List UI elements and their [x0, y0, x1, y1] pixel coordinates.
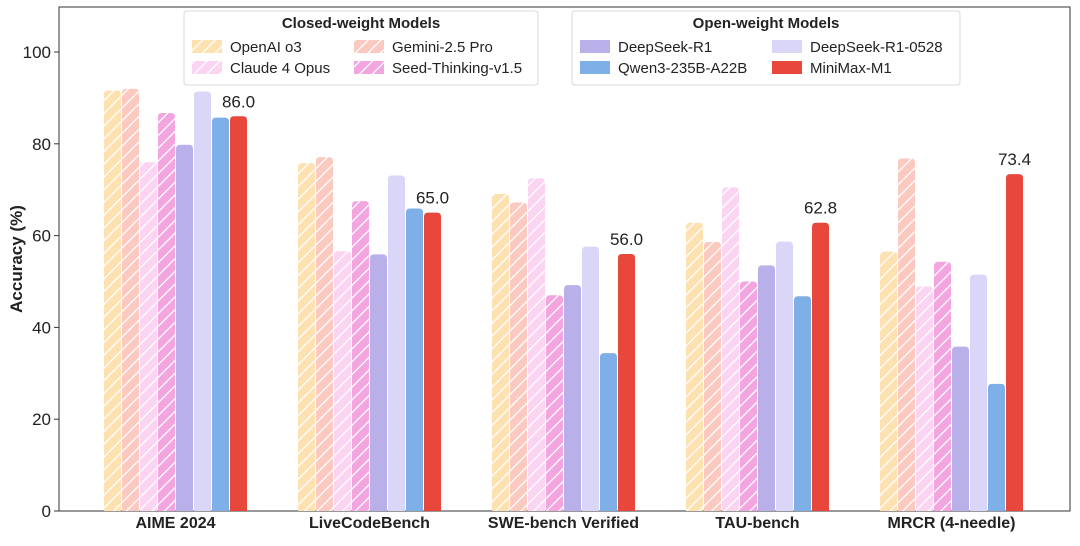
- legend-title: Open-weight Models: [693, 15, 840, 32]
- y-tick-label: 40: [32, 318, 51, 337]
- bar-openai-o3-mrcr-4-needle: [880, 251, 897, 512]
- bar-seed-thinking-v1-5-tau-bench: [740, 281, 757, 511]
- bar-deepseek-r1-0528-aime-2024: [194, 91, 211, 511]
- legend-swatch-seed-thinking-v1-5: [354, 61, 384, 74]
- legend-title: Closed-weight Models: [282, 15, 440, 32]
- x-tick-label: LiveCodeBench: [309, 515, 430, 532]
- x-tick-label: AIME 2024: [135, 515, 215, 532]
- bar-minimax-m1-aime-2024: [230, 116, 247, 511]
- bar-gemini-2-5-pro-tau-bench: [704, 242, 721, 511]
- y-tick-label: 0: [42, 502, 51, 521]
- bar-claude-4-opus-aime-2024: [140, 162, 157, 511]
- legend-label-gemini-2-5-pro: Gemini-2.5 Pro: [392, 39, 493, 56]
- y-axis-label: Accuracy (%): [7, 205, 26, 313]
- bar-seed-thinking-v1-5-aime-2024: [158, 113, 175, 511]
- y-axis: 0 20 40 60 80 100: [23, 43, 59, 521]
- legend-label-claude-4-opus: Claude 4 Opus: [230, 60, 330, 77]
- legend-swatch-claude-4-opus: [192, 61, 222, 74]
- bar-seed-thinking-v1-5-livecodebench: [352, 201, 369, 512]
- bar-deepseek-r1-aime-2024: [176, 144, 193, 511]
- bar-deepseek-r1-tau-bench: [758, 265, 775, 511]
- bars-layer: [104, 88, 1023, 512]
- legend-box: [571, 10, 961, 86]
- y-tick-label: 80: [32, 135, 51, 154]
- bar-qwen3-235b-a22b-tau-bench: [794, 296, 811, 511]
- bar-minimax-m1-livecodebench: [424, 212, 441, 511]
- data-label: 62.8: [804, 199, 837, 218]
- bar-qwen3-235b-a22b-swe-bench-verified: [600, 353, 617, 511]
- legend: Closed-weight Models OpenAI o3 Gemini-2.5 …: [183, 10, 961, 86]
- bar-minimax-m1-mrcr-4-needle: [1006, 174, 1023, 511]
- legend-group-closed-weight: Closed-weight Models OpenAI o3 Gemini-2.5 …: [183, 10, 539, 86]
- bar-qwen3-235b-a22b-mrcr-4-needle: [988, 383, 1005, 511]
- legend-label-openai-o3: OpenAI o3: [230, 39, 302, 56]
- bar-seed-thinking-v1-5-swe-bench-verified: [546, 295, 563, 511]
- data-label: 65.0: [416, 189, 449, 208]
- bar-openai-o3-tau-bench: [686, 222, 703, 512]
- legend-swatch-gemini-2-5-pro: [354, 40, 384, 53]
- bar-qwen3-235b-a22b-livecodebench: [406, 208, 423, 512]
- bar-gemini-2-5-pro-swe-bench-verified: [510, 202, 527, 511]
- bar-minimax-m1-swe-bench-verified: [618, 253, 635, 511]
- bar-claude-4-opus-livecodebench: [334, 251, 351, 511]
- bar-openai-o3-livecodebench: [298, 163, 315, 511]
- legend-label-deepseek-r1: DeepSeek-R1: [618, 39, 712, 56]
- data-label: 56.0: [610, 230, 643, 249]
- bar-seed-thinking-v1-5-mrcr-4-needle: [934, 261, 951, 511]
- bar-deepseek-r1-0528-livecodebench: [388, 175, 405, 511]
- data-labels: 86.0 65.0 56.0 62.8 73.4: [222, 92, 1031, 249]
- bar-openai-o3-aime-2024: [104, 90, 121, 511]
- x-axis: AIME 2024 LiveCodeBench SWE-bench Verified…: [135, 515, 1015, 532]
- data-label: 73.4: [998, 150, 1031, 169]
- bar-deepseek-r1-0528-mrcr-4-needle: [970, 274, 987, 511]
- y-tick-label: 60: [32, 227, 51, 246]
- bar-openai-o3-swe-bench-verified: [492, 193, 509, 511]
- legend-group-open-weight: Open-weight Models DeepSeek-R1 DeepSeek-R1…: [571, 10, 961, 86]
- bar-deepseek-r1-swe-bench-verified: [564, 285, 581, 511]
- legend-swatch-deepseek-r1-0528: [772, 40, 802, 53]
- bar-deepseek-r1-0528-tau-bench: [776, 241, 793, 511]
- bar-claude-4-opus-tau-bench: [722, 187, 739, 511]
- bar-deepseek-r1-livecodebench: [370, 254, 387, 511]
- bar-qwen3-235b-a22b-aime-2024: [212, 117, 229, 512]
- legend-label-minimax-m1: MiniMax-M1: [810, 60, 892, 77]
- x-tick-label: TAU-bench: [715, 515, 799, 532]
- y-tick-label: 100: [23, 43, 51, 62]
- legend-label-deepseek-r1-0528: DeepSeek-R1-0528: [810, 39, 943, 56]
- bar-claude-4-opus-mrcr-4-needle: [916, 286, 933, 511]
- bar-gemini-2-5-pro-aime-2024: [122, 88, 139, 511]
- legend-swatch-deepseek-r1: [580, 40, 610, 53]
- bar-deepseek-r1-mrcr-4-needle: [952, 346, 969, 511]
- bar-deepseek-r1-0528-swe-bench-verified: [582, 246, 599, 511]
- legend-label-qwen3-235b-a22b: Qwen3-235B-A22B: [618, 60, 747, 77]
- bar-minimax-m1-tau-bench: [812, 222, 829, 512]
- legend-label-seed-thinking-v1-5: Seed-Thinking-v1.5: [392, 60, 522, 77]
- x-tick-label: MRCR (4-needle): [887, 515, 1015, 532]
- data-label: 86.0: [222, 92, 255, 111]
- legend-swatch-minimax-m1: [772, 61, 802, 74]
- y-tick-label: 20: [32, 410, 51, 429]
- x-tick-label: SWE-bench Verified: [488, 515, 639, 532]
- legend-swatch-qwen3-235b-a22b: [580, 61, 610, 74]
- legend-swatch-openai-o3: [192, 40, 222, 53]
- bar-gemini-2-5-pro-mrcr-4-needle: [898, 158, 915, 511]
- bar-gemini-2-5-pro-livecodebench: [316, 157, 333, 511]
- bar-claude-4-opus-swe-bench-verified: [528, 178, 545, 511]
